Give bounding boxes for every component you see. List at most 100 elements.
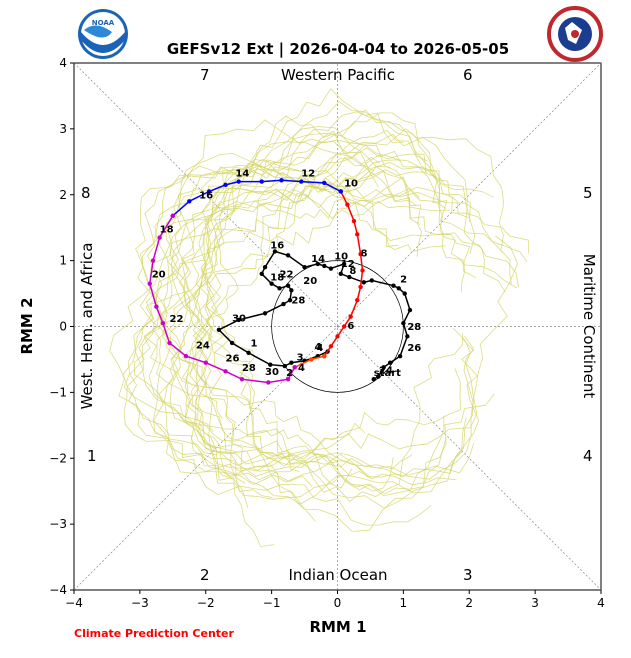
day-label: 18 — [270, 273, 284, 284]
day-label: 26 — [226, 354, 240, 365]
chart-title: GEFSv12 Ext | 2026-04-04 to 2026-05-05 — [167, 40, 509, 59]
phase-4-label: 4 — [583, 447, 593, 465]
series-line-3 — [172, 179, 342, 217]
series-point — [302, 265, 307, 270]
series-point — [335, 334, 340, 339]
day-label: 20 — [152, 269, 166, 280]
series-point — [361, 280, 367, 285]
day-label: start — [374, 368, 401, 379]
series-point — [167, 340, 172, 346]
series-point — [239, 377, 245, 382]
series-point — [187, 199, 192, 204]
x-tick-label: −2 — [197, 596, 215, 610]
day-label: 4 — [316, 343, 323, 354]
series-point — [328, 266, 334, 271]
series-point — [259, 179, 264, 184]
series-point — [355, 232, 360, 237]
day-label: 28 — [291, 296, 305, 307]
series-point — [308, 357, 314, 362]
day-label: 3 — [297, 352, 304, 363]
series-point — [259, 271, 264, 276]
series-point — [381, 365, 386, 370]
series-point — [266, 380, 271, 385]
region-maritime-continent: Maritime Continent — [580, 254, 598, 399]
grid-line-1 — [73, 62, 602, 591]
ensemble-members — [109, 88, 530, 547]
day-label: 4 — [314, 342, 321, 353]
series-point — [396, 286, 401, 291]
series-point — [223, 369, 228, 374]
day-label: 16 — [199, 190, 213, 201]
series-point — [397, 353, 403, 359]
series-point — [289, 288, 294, 293]
phase-2-label: 2 — [200, 566, 210, 584]
series-point — [203, 360, 208, 365]
x-tick-label: 0 — [334, 596, 342, 610]
y-tick-label: −4 — [49, 583, 67, 597]
ensemble-member-line — [134, 129, 528, 432]
series-point — [407, 307, 413, 313]
series-point — [360, 268, 365, 273]
day-label: 24 — [379, 366, 393, 377]
x-tick-label: 2 — [465, 596, 473, 610]
ensemble-member-line — [128, 100, 494, 484]
day-label: 30 — [265, 367, 279, 378]
series-point — [206, 189, 212, 194]
ensemble-member-line — [184, 168, 475, 480]
series-point — [183, 353, 189, 359]
day-label: 10 — [334, 252, 348, 263]
series-point — [157, 235, 162, 240]
series-point — [285, 283, 291, 288]
series-point — [277, 286, 282, 291]
credit-label: Climate Prediction Center — [74, 627, 234, 640]
series-point — [299, 179, 304, 184]
ensemble-member-line — [167, 144, 447, 495]
day-label: 22 — [170, 314, 184, 325]
day-label: 30 — [232, 314, 246, 325]
series-point — [269, 281, 274, 286]
region-indian-ocean: Indian Ocean — [288, 566, 387, 584]
series-point — [246, 350, 251, 356]
ensemble-member-line — [109, 119, 512, 508]
series-point — [147, 281, 152, 286]
series-point — [285, 377, 291, 382]
series-point — [388, 360, 393, 365]
x-tick-label: 4 — [597, 596, 605, 610]
day-label: 2 — [286, 368, 293, 379]
day-label: 4 — [298, 363, 305, 374]
ensemble-member-line — [133, 126, 495, 532]
day-label: 28 — [242, 363, 256, 374]
series-point — [401, 321, 406, 326]
ensemble-member-line — [152, 133, 506, 487]
series-point — [328, 344, 334, 349]
phase-6-label: 6 — [463, 66, 473, 84]
y-tick-label: −2 — [49, 451, 67, 465]
y-tick-label: −1 — [49, 385, 67, 399]
series-point — [281, 301, 286, 307]
y-tick-label: 0 — [59, 320, 67, 334]
series-point — [262, 265, 268, 270]
series-point — [338, 271, 343, 276]
day-label: 16 — [270, 240, 284, 251]
ensemble-member-line — [122, 88, 404, 547]
phase-3-label: 3 — [463, 566, 473, 584]
day-label: 12 — [301, 169, 315, 180]
series-point — [338, 189, 343, 194]
ensemble-member-line — [191, 157, 394, 492]
day-label: 24 — [196, 341, 210, 352]
phase-7-label: 7 — [200, 66, 210, 84]
series-point — [285, 253, 291, 258]
phase-5-label: 5 — [583, 184, 593, 202]
series-point — [322, 353, 327, 359]
day-label: 28 — [407, 322, 421, 333]
ensemble-member-line — [185, 179, 471, 459]
series-point — [150, 258, 156, 263]
y-tick-label: 2 — [59, 188, 67, 202]
grid-lines — [73, 62, 602, 591]
series-point — [229, 340, 235, 346]
rmm-trajectories — [147, 178, 413, 385]
series-point — [376, 374, 381, 379]
svg-text:NOAA: NOAA — [92, 19, 115, 27]
